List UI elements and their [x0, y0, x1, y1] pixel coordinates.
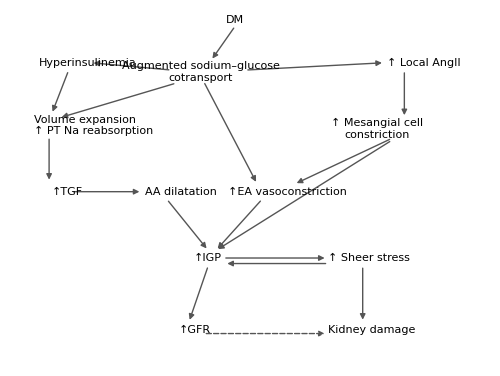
Text: AA dilatation: AA dilatation — [144, 187, 216, 197]
Text: ↑ Local AngII: ↑ Local AngII — [387, 58, 461, 68]
Text: ↑ Mesangial cell
constriction: ↑ Mesangial cell constriction — [332, 118, 424, 140]
Text: ↑EA vasoconstriction: ↑EA vasoconstriction — [228, 187, 347, 197]
Text: ↑ Sheer stress: ↑ Sheer stress — [328, 253, 410, 263]
Text: Hyperinsulinemia: Hyperinsulinemia — [40, 58, 137, 68]
Text: Augmented sodium–glucose
cotransport: Augmented sodium–glucose cotransport — [122, 61, 280, 83]
Text: ↑IGP: ↑IGP — [194, 253, 222, 263]
Text: DM: DM — [226, 15, 244, 25]
Text: ↑GFR: ↑GFR — [179, 325, 211, 335]
Text: Volume expansion
↑ PT Na reabsorption: Volume expansion ↑ PT Na reabsorption — [34, 115, 154, 136]
Text: Kidney damage: Kidney damage — [328, 325, 416, 335]
Text: ↑TGF: ↑TGF — [52, 187, 82, 197]
